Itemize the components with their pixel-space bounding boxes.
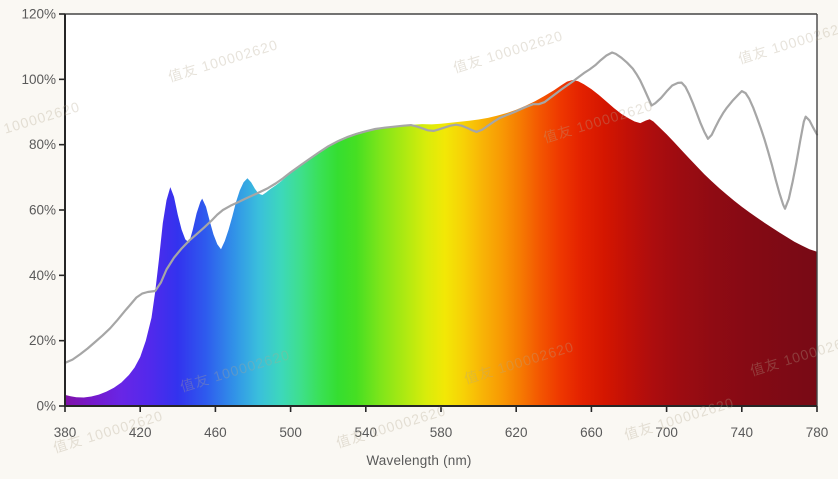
- y-tick-label: 100%: [21, 72, 56, 87]
- y-tick-label: 20%: [29, 333, 56, 348]
- y-tick-label: 40%: [29, 268, 56, 283]
- x-axis-title: Wavelength (nm): [366, 453, 472, 468]
- y-tick-label: 0%: [36, 399, 56, 414]
- y-tick-label: 60%: [29, 203, 56, 218]
- x-tick-label: 380: [54, 425, 77, 440]
- x-tick-label: 420: [129, 425, 152, 440]
- x-tick-label: 660: [580, 425, 603, 440]
- reference-line: [63, 51, 819, 364]
- x-tick-label: 780: [806, 425, 829, 440]
- y-tick-label: 80%: [29, 137, 56, 152]
- x-tick-label: 620: [505, 425, 528, 440]
- x-tick-label: 580: [430, 425, 453, 440]
- x-tick-label: 740: [731, 425, 754, 440]
- spectrum-area: [65, 80, 817, 406]
- x-tick-label: 500: [279, 425, 302, 440]
- x-tick-label: 700: [655, 425, 678, 440]
- x-tick-label: 540: [355, 425, 378, 440]
- y-tick-label: 120%: [21, 7, 56, 22]
- x-tick-label: 460: [204, 425, 227, 440]
